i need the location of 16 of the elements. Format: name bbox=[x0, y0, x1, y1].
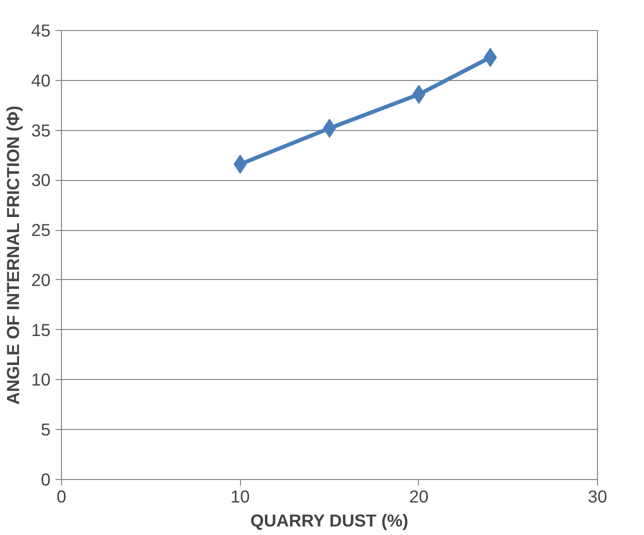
x-tick-label: 10 bbox=[230, 486, 250, 506]
y-axis-title: ANGLE OF INTERNAL FRICTION (Φ) bbox=[3, 106, 24, 405]
y-tick-label: 0 bbox=[40, 470, 51, 490]
y-tick-label: 30 bbox=[31, 170, 51, 190]
y-tick-label: 10 bbox=[31, 370, 51, 390]
y-tick-label: 35 bbox=[31, 120, 51, 140]
x-tick-label: 30 bbox=[588, 486, 608, 506]
y-tick-label: 45 bbox=[31, 20, 51, 40]
y-tick-label: 40 bbox=[31, 70, 51, 90]
y-tick-label: 25 bbox=[31, 220, 51, 240]
x-tick-label: 20 bbox=[409, 486, 428, 506]
x-tick-label: 0 bbox=[56, 486, 66, 506]
y-tick-label: 5 bbox=[40, 420, 51, 440]
x-axis-title: QUARRY DUST (%) bbox=[250, 510, 408, 530]
y-tick-label: 20 bbox=[31, 270, 51, 290]
y-tick-label: 15 bbox=[31, 320, 51, 340]
